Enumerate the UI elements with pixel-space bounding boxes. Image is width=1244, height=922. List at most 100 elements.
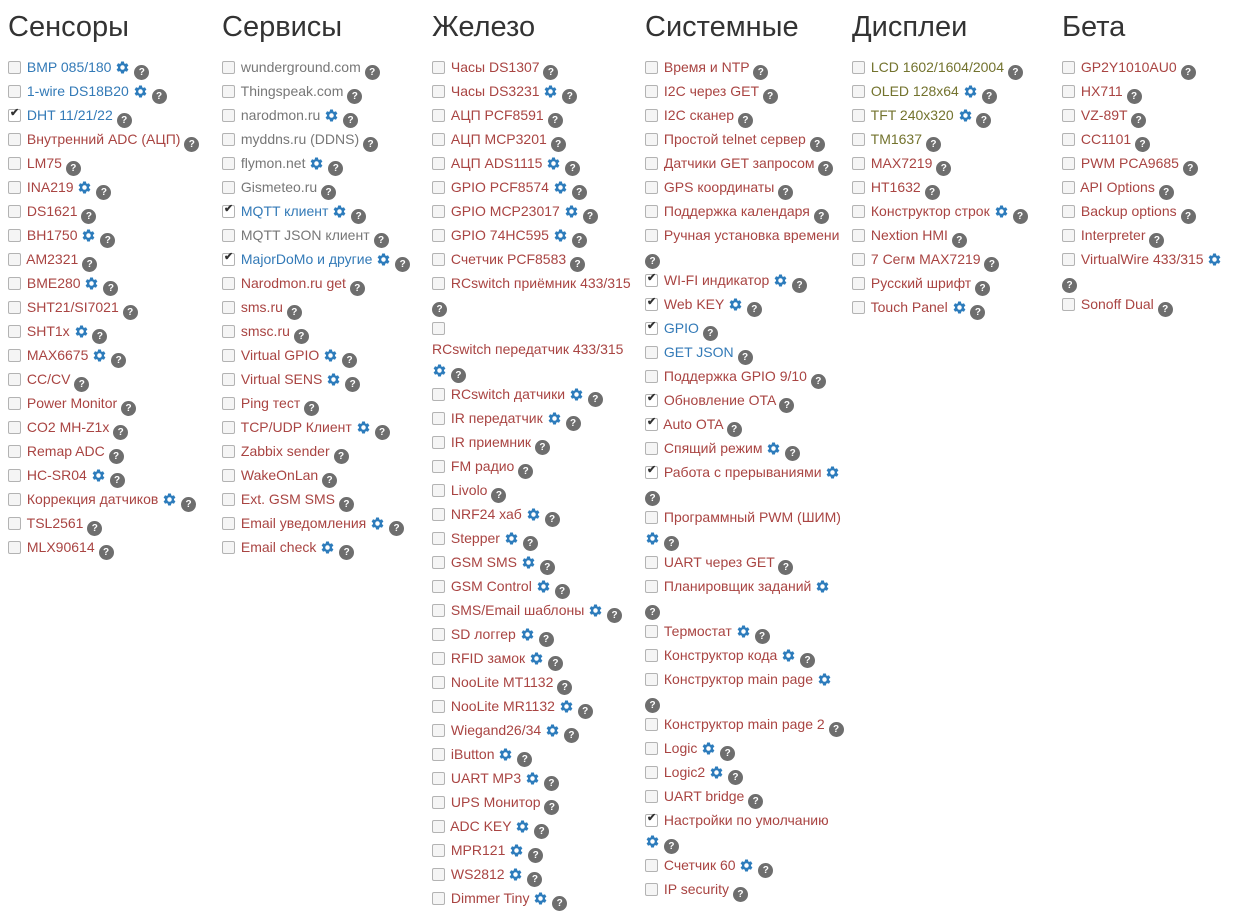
module-link[interactable]: Dimmer Tiny [450,889,530,906]
module-checkbox[interactable] [222,492,235,506]
module-checkbox[interactable] [432,747,445,761]
module-link[interactable]: UPS Монитор [450,793,541,810]
help-icon[interactable]: ? [1007,64,1023,80]
help-icon[interactable]: ? [571,184,587,200]
module-checkbox[interactable] [432,819,445,833]
module-checkbox[interactable] [852,276,865,290]
module-checkbox[interactable] [1062,60,1075,74]
module-checkbox[interactable] [8,156,21,170]
module-checkbox[interactable] [1062,132,1075,146]
settings-gear-icon[interactable] [81,228,96,243]
help-icon[interactable]: ? [785,445,801,461]
settings-gear-icon[interactable] [526,507,541,522]
module-link[interactable]: GPIO 74HC595 [450,226,549,243]
module-link[interactable]: SHT1x [26,322,70,339]
help-icon[interactable]: ? [702,325,718,341]
module-checkbox[interactable] [8,396,21,410]
module-checkbox[interactable] [222,300,235,314]
module-checkbox[interactable] [432,579,445,593]
module-link[interactable]: RCswitch приёмник 433/315 [450,274,631,291]
help-icon[interactable]: ? [732,886,748,902]
module-link[interactable]: IR передатчик [450,409,543,426]
module-link[interactable]: Auto OTA [663,415,723,432]
help-icon[interactable]: ? [345,376,361,392]
help-icon[interactable]: ? [762,88,778,104]
module-link[interactable]: Web KEY [663,295,725,312]
module-link[interactable]: DHT 11/21/22 [26,106,113,123]
help-icon[interactable]: ? [552,895,568,911]
module-link[interactable]: Простой telnet сервер [663,130,806,147]
help-icon[interactable]: ? [491,487,507,503]
module-checkbox[interactable] [432,252,445,266]
module-link[interactable]: HT1632 [870,178,921,195]
module-checkbox[interactable] [8,444,21,458]
help-icon[interactable]: ? [96,184,112,200]
help-icon[interactable]: ? [518,463,534,479]
module-checkbox[interactable] [222,228,235,242]
help-icon[interactable]: ? [663,838,679,854]
help-icon[interactable]: ? [544,511,560,527]
settings-gear-icon[interactable] [91,468,106,483]
module-link[interactable]: 1-wire DS18B20 [26,82,129,99]
module-link[interactable]: Планировщик заданий [663,577,812,594]
settings-gear-icon[interactable] [952,300,967,315]
help-icon[interactable]: ? [970,304,986,320]
module-link[interactable]: RCswitch датчики [450,385,566,402]
module-checkbox[interactable] [8,372,21,386]
module-link[interactable]: SMS/Email шаблоны [450,601,585,618]
module-link[interactable]: WakeOnLan [240,466,319,483]
module-checkbox[interactable] [222,108,235,122]
help-icon[interactable]: ? [577,703,593,719]
module-checkbox[interactable] [1062,252,1075,266]
module-link[interactable]: Программный PWM (ШИМ) [663,508,841,525]
settings-gear-icon[interactable] [162,492,177,507]
help-icon[interactable]: ? [813,208,829,224]
module-link[interactable]: SHT21/SI7021 [26,298,119,315]
settings-gear-icon[interactable] [543,84,558,99]
module-checkbox[interactable] [432,204,445,218]
module-link[interactable]: wunderground.com [240,58,361,75]
module-link[interactable]: MQTT клиент [240,202,329,219]
settings-gear-icon[interactable] [701,741,716,756]
module-link[interactable]: UART MP3 [450,769,522,786]
help-icon[interactable]: ? [587,391,603,407]
module-checkbox[interactable] [8,324,21,338]
module-checkbox[interactable] [222,372,235,386]
help-icon[interactable]: ? [828,721,844,737]
settings-gear-icon[interactable] [559,699,574,714]
settings-gear-icon[interactable] [356,420,371,435]
help-icon[interactable]: ? [111,352,127,368]
help-icon[interactable]: ? [818,160,834,176]
module-link[interactable]: API Options [1080,178,1155,195]
help-icon[interactable]: ? [810,373,826,389]
module-checkbox[interactable] [1062,297,1075,311]
help-icon[interactable]: ? [1182,160,1198,176]
module-checkbox[interactable] [222,540,235,554]
help-icon[interactable]: ? [748,793,764,809]
module-checkbox[interactable] [852,228,865,242]
module-checkbox[interactable] [432,276,445,290]
module-checkbox[interactable] [645,369,658,383]
help-icon[interactable]: ? [109,472,125,488]
help-icon[interactable]: ? [322,472,338,488]
module-checkbox[interactable] [432,84,445,98]
module-link[interactable]: I2C сканер [663,106,735,123]
help-icon[interactable]: ? [544,799,560,815]
module-checkbox[interactable] [852,204,865,218]
module-checkbox[interactable] [852,84,865,98]
module-checkbox[interactable] [852,252,865,266]
module-link[interactable]: VirtualWire 433/315 [1080,250,1204,267]
module-checkbox[interactable] [8,492,21,506]
help-icon[interactable]: ? [121,400,137,416]
module-link[interactable]: Термостат [663,622,732,639]
module-link[interactable]: Датчики GET запросом [663,154,815,171]
module-checkbox[interactable] [222,84,235,98]
module-link[interactable]: Коррекция датчиков [26,490,159,507]
module-link[interactable]: UART через GET [663,553,775,570]
module-link[interactable]: GSM Control [450,577,532,594]
settings-gear-icon[interactable] [781,648,796,663]
module-link[interactable]: Email уведомления [240,514,367,531]
module-checkbox[interactable] [8,420,21,434]
module-checkbox[interactable] [432,795,445,809]
module-link[interactable]: АЦП ADS1115 [450,154,543,171]
